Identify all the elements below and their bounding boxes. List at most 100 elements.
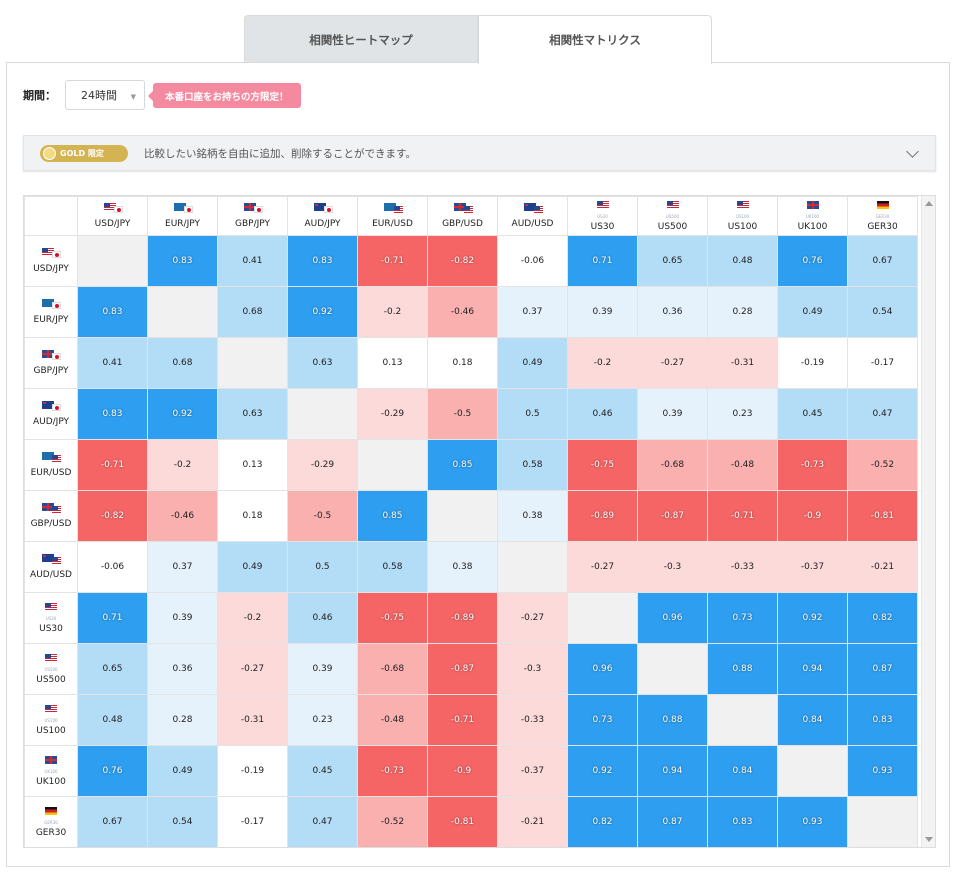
- correlation-cell[interactable]: -0.3: [497, 643, 568, 695]
- correlation-cell[interactable]: 0.71: [77, 592, 148, 644]
- correlation-cell[interactable]: 0.38: [427, 541, 498, 593]
- correlation-cell[interactable]: -0.89: [427, 592, 498, 644]
- correlation-cell[interactable]: -0.46: [427, 286, 498, 338]
- correlation-cell[interactable]: -0.52: [847, 439, 918, 491]
- correlation-cell[interactable]: 0.39: [147, 592, 218, 644]
- correlation-cell[interactable]: 0.84: [777, 694, 848, 746]
- correlation-cell[interactable]: -0.75: [357, 592, 428, 644]
- correlation-cell[interactable]: 0.48: [707, 235, 778, 287]
- correlation-cell[interactable]: -0.82: [77, 490, 148, 542]
- correlation-cell[interactable]: 0.45: [287, 745, 358, 797]
- correlation-cell[interactable]: -0.31: [217, 694, 288, 746]
- tab-matrix[interactable]: 相関性マトリクス: [478, 15, 712, 64]
- correlation-cell[interactable]: -0.33: [497, 694, 568, 746]
- correlation-cell[interactable]: 0.68: [147, 337, 218, 389]
- correlation-cell[interactable]: 0.76: [777, 235, 848, 287]
- correlation-cell[interactable]: 0.28: [707, 286, 778, 338]
- correlation-cell[interactable]: 0.48: [77, 694, 148, 746]
- correlation-cell[interactable]: 0.65: [637, 235, 708, 287]
- correlation-cell[interactable]: -0.29: [287, 439, 358, 491]
- correlation-cell[interactable]: -0.19: [217, 745, 288, 797]
- correlation-cell[interactable]: -0.71: [357, 235, 428, 287]
- correlation-cell[interactable]: 0.63: [217, 388, 288, 440]
- correlation-cell[interactable]: -0.71: [707, 490, 778, 542]
- correlation-cell[interactable]: -0.2: [147, 439, 218, 491]
- correlation-cell[interactable]: 0.28: [147, 694, 218, 746]
- correlation-cell[interactable]: -0.37: [497, 745, 568, 797]
- scroll-up-icon[interactable]: [925, 201, 933, 206]
- correlation-cell[interactable]: -0.27: [497, 592, 568, 644]
- correlation-cell[interactable]: 0.47: [287, 796, 358, 847]
- correlation-cell[interactable]: 0.93: [777, 796, 848, 847]
- correlation-cell[interactable]: 0.83: [77, 286, 148, 338]
- correlation-cell[interactable]: 0.73: [567, 694, 638, 746]
- correlation-cell[interactable]: -0.87: [637, 490, 708, 542]
- correlation-cell[interactable]: 0.49: [147, 745, 218, 797]
- correlation-cell[interactable]: 0.92: [567, 745, 638, 797]
- correlation-cell[interactable]: 0.82: [567, 796, 638, 847]
- correlation-cell[interactable]: -0.81: [427, 796, 498, 847]
- correlation-cell[interactable]: 0.83: [707, 796, 778, 847]
- correlation-cell[interactable]: 0.83: [287, 235, 358, 287]
- correlation-cell[interactable]: 0.13: [357, 337, 428, 389]
- correlation-cell[interactable]: -0.89: [567, 490, 638, 542]
- correlation-cell[interactable]: 0.36: [637, 286, 708, 338]
- correlation-cell[interactable]: 0.83: [847, 694, 918, 746]
- correlation-cell[interactable]: -0.17: [217, 796, 288, 847]
- correlation-cell[interactable]: 0.92: [147, 388, 218, 440]
- correlation-cell[interactable]: -0.82: [427, 235, 498, 287]
- correlation-cell[interactable]: 0.38: [497, 490, 568, 542]
- correlation-cell[interactable]: -0.37: [777, 541, 848, 593]
- correlation-cell[interactable]: 0.87: [637, 796, 708, 847]
- correlation-cell[interactable]: -0.9: [427, 745, 498, 797]
- correlation-cell[interactable]: 0.73: [707, 592, 778, 644]
- correlation-cell[interactable]: 0.67: [77, 796, 148, 847]
- correlation-cell[interactable]: 0.37: [497, 286, 568, 338]
- gold-feature-bar[interactable]: GOLD 限定 比較したい銘柄を自由に追加、削除することができます。: [23, 135, 936, 171]
- correlation-cell[interactable]: -0.5: [287, 490, 358, 542]
- correlation-cell[interactable]: 0.88: [707, 643, 778, 695]
- correlation-cell[interactable]: -0.2: [217, 592, 288, 644]
- correlation-cell[interactable]: 0.92: [777, 592, 848, 644]
- correlation-cell[interactable]: 0.88: [637, 694, 708, 746]
- correlation-cell[interactable]: -0.3: [637, 541, 708, 593]
- correlation-cell[interactable]: -0.27: [637, 337, 708, 389]
- correlation-cell[interactable]: 0.84: [707, 745, 778, 797]
- correlation-cell[interactable]: 0.54: [147, 796, 218, 847]
- correlation-cell[interactable]: 0.94: [637, 745, 708, 797]
- correlation-cell[interactable]: 0.65: [77, 643, 148, 695]
- correlation-cell[interactable]: 0.5: [497, 388, 568, 440]
- correlation-cell[interactable]: 0.83: [77, 388, 148, 440]
- correlation-cell[interactable]: 0.46: [567, 388, 638, 440]
- correlation-cell[interactable]: -0.9: [777, 490, 848, 542]
- correlation-cell[interactable]: -0.21: [847, 541, 918, 593]
- correlation-cell[interactable]: 0.49: [217, 541, 288, 593]
- correlation-cell[interactable]: -0.73: [357, 745, 428, 797]
- correlation-cell[interactable]: -0.21: [497, 796, 568, 847]
- correlation-cell[interactable]: 0.39: [567, 286, 638, 338]
- correlation-cell[interactable]: 0.94: [777, 643, 848, 695]
- tab-heatmap[interactable]: 相関性ヒートマップ: [244, 15, 478, 63]
- correlation-cell[interactable]: 0.37: [147, 541, 218, 593]
- correlation-cell[interactable]: 0.54: [847, 286, 918, 338]
- correlation-cell[interactable]: 0.49: [777, 286, 848, 338]
- correlation-cell[interactable]: -0.17: [847, 337, 918, 389]
- correlation-cell[interactable]: 0.83: [147, 235, 218, 287]
- correlation-cell[interactable]: 0.41: [77, 337, 148, 389]
- correlation-cell[interactable]: -0.31: [707, 337, 778, 389]
- correlation-cell[interactable]: 0.13: [217, 439, 288, 491]
- correlation-cell[interactable]: 0.71: [567, 235, 638, 287]
- correlation-cell[interactable]: -0.48: [357, 694, 428, 746]
- correlation-cell[interactable]: -0.27: [567, 541, 638, 593]
- correlation-cell[interactable]: 0.96: [567, 643, 638, 695]
- correlation-cell[interactable]: -0.19: [777, 337, 848, 389]
- correlation-cell[interactable]: -0.73: [777, 439, 848, 491]
- correlation-cell[interactable]: 0.58: [497, 439, 568, 491]
- correlation-cell[interactable]: -0.5: [427, 388, 498, 440]
- correlation-cell[interactable]: -0.06: [77, 541, 148, 593]
- correlation-cell[interactable]: 0.93: [847, 745, 918, 797]
- correlation-cell[interactable]: 0.49: [497, 337, 568, 389]
- correlation-cell[interactable]: 0.87: [847, 643, 918, 695]
- correlation-cell[interactable]: 0.85: [427, 439, 498, 491]
- vertical-scrollbar[interactable]: [921, 196, 935, 847]
